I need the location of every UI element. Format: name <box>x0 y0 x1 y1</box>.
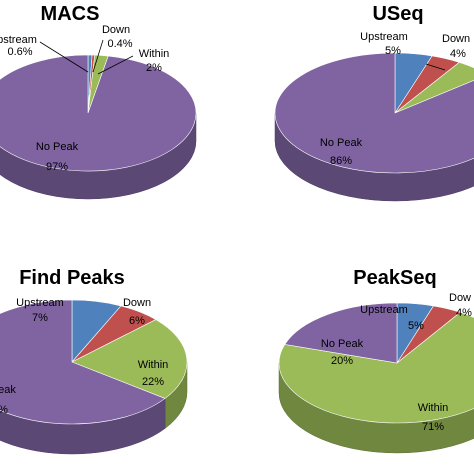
peakseq-down-label: Dow <box>449 292 471 304</box>
macs-upstream-label: pstream <box>0 34 37 46</box>
useq-upstream-value: 5% <box>385 45 401 57</box>
pie-slice-useq-no-peak <box>274 52 474 174</box>
findpeaks-no-peak-value: % <box>0 404 8 416</box>
macs-within-label: Within <box>139 48 170 60</box>
pie-macs <box>0 54 197 200</box>
pie-useq <box>274 52 474 202</box>
useq-upstream-label: Upstream <box>360 31 408 43</box>
chart-title-peakseq: PeakSeq <box>353 267 436 289</box>
macs-no-peak-label: No Peak <box>36 141 79 153</box>
chart-title-macs: MACS <box>41 3 100 25</box>
pie-slice-macs-no-peak <box>0 54 197 172</box>
macs-no-peak-value: 97% <box>46 161 68 173</box>
useq-down-label: Down <box>442 33 470 45</box>
peakseq-within-label: Within <box>418 402 449 414</box>
pie-slice-findpeaks-within <box>71 319 188 399</box>
useq-no-peak-value: 86% <box>330 155 352 167</box>
macs-down-label: Down <box>102 24 130 36</box>
peakseq-upstream-value: 5% <box>408 320 424 332</box>
macs-within-value: 2% <box>146 62 162 74</box>
pie-peakseq <box>278 302 474 454</box>
pie-slice-useq-within <box>394 62 474 114</box>
pie-slice-peakseq-no-peak <box>284 302 398 364</box>
peakseq-down-value: 4% <box>456 307 472 319</box>
findpeaks-down-value: 6% <box>129 315 145 327</box>
pie-findpeaks <box>0 299 188 455</box>
useq-down-value: 4% <box>450 48 466 60</box>
peakseq-within-value: 71% <box>422 421 444 433</box>
findpeaks-upstream-value: 7% <box>32 312 48 324</box>
chart-title-find-peaks: Find Peaks <box>19 267 125 289</box>
findpeaks-upstream-label: Upstream <box>16 297 64 309</box>
findpeaks-within-label: Within <box>138 359 169 371</box>
pie-graphics <box>0 52 474 455</box>
macs-down-value: 0.4% <box>107 38 132 50</box>
macs-upstream-value: 0.6% <box>7 46 32 58</box>
chart-title-useq: USeq <box>372 3 423 25</box>
leader-lines <box>39 39 446 75</box>
useq-no-peak-label: No Peak <box>320 137 363 149</box>
pie-slice-peakseq-within <box>278 312 474 424</box>
peakseq-no-peak-label: No Peak <box>321 338 364 350</box>
findpeaks-within-value: 22% <box>142 376 164 388</box>
peakseq-upstream-label: Upstream <box>360 304 408 316</box>
findpeaks-down-label: Down <box>123 297 151 309</box>
peakseq-no-peak-value: 20% <box>331 355 353 367</box>
findpeaks-no-peak-label: eak <box>0 384 16 396</box>
pie-slice-findpeaks-no-peak <box>0 299 166 425</box>
